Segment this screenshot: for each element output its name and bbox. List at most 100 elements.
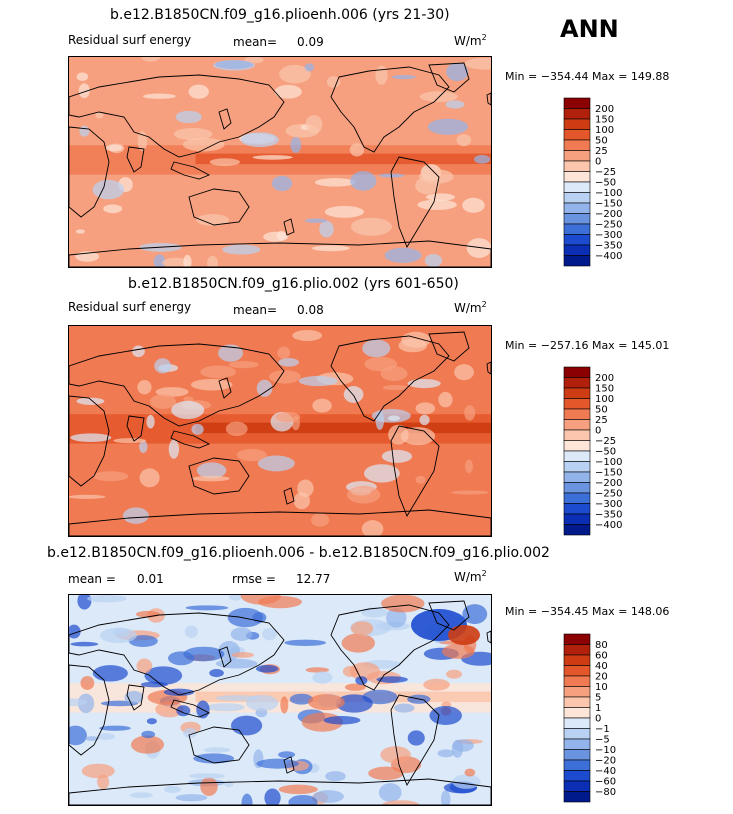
colorbar-tick-label: −25 <box>595 436 616 447</box>
colorbar-tick-label: −100 <box>595 457 622 468</box>
colorbar-tick-label: 100 <box>595 394 614 405</box>
colorbar-swatch <box>563 429 591 441</box>
colorbar-tick-label: −300 <box>595 499 622 510</box>
colorbar-tick-label: 150 <box>595 384 614 395</box>
colorbar-tick-label: 25 <box>595 146 608 157</box>
panel-2-map <box>68 325 492 537</box>
panel-3-map <box>68 594 492 806</box>
colorbar-tick-label: −150 <box>595 199 622 210</box>
colorbar-tick-label: −60 <box>595 777 616 788</box>
colorbar-swatch <box>563 482 591 494</box>
colorbar-swatch <box>563 181 591 193</box>
panel-2-title: b.e12.B1850CN.f09_g16.plio.002 (yrs 601-… <box>128 276 459 292</box>
colorbar-tick-label: 200 <box>595 104 614 115</box>
colorbar-tick-label: 150 <box>595 115 614 126</box>
colorbar-swatch <box>563 759 591 771</box>
continent-outlines <box>69 331 491 536</box>
colorbar-tick-label: −400 <box>595 520 622 531</box>
colorbar-tick-label: 50 <box>595 136 608 147</box>
map-field <box>69 326 491 536</box>
panel-3-mean: 0.01 <box>137 572 164 586</box>
colorbar-swatch <box>563 717 591 729</box>
colorbar-tick-label: −250 <box>595 489 622 500</box>
colorbar-swatch <box>563 223 591 235</box>
colorbar-tick-label: −400 <box>595 251 622 262</box>
colorbar-swatch <box>563 503 591 515</box>
colorbar-tick-label: 0 <box>595 714 601 725</box>
season-label: ANN <box>560 15 619 43</box>
colorbar-tick-label: 25 <box>595 415 608 426</box>
panel-1-map <box>68 56 492 268</box>
colorbar-tick-label: 200 <box>595 373 614 384</box>
colorbar-swatch <box>563 160 591 172</box>
panel-2-mean-label: mean= <box>233 303 278 317</box>
colorbar-tick-label: −200 <box>595 209 622 220</box>
colorbar-tick-label: −25 <box>595 167 616 178</box>
panel-1-units: W/m2 <box>454 33 487 48</box>
colorbar-swatch <box>563 192 591 204</box>
colorbar-tick-label: −1 <box>595 724 610 735</box>
panel-1-mean-label: mean= <box>233 35 278 49</box>
panel-2-minmax: Min = −257.16 Max = 145.01 <box>505 339 670 352</box>
colorbar-swatch <box>563 675 591 687</box>
continent-outlines <box>69 62 491 267</box>
colorbar-tick-label: −350 <box>595 510 622 521</box>
colorbar-swatch <box>563 108 591 120</box>
colorbar-tick-label: 50 <box>595 405 608 416</box>
colorbar-swatch <box>563 387 591 399</box>
colorbar-swatch <box>563 749 591 761</box>
panel-3-title: b.e12.B1850CN.f09_g16.plioenh.006 - b.e1… <box>47 545 550 561</box>
colorbar-swatch <box>563 770 591 782</box>
colorbar-tick-label: −10 <box>595 745 616 756</box>
colorbar-swatch <box>563 419 591 431</box>
panel-2-units: W/m2 <box>454 300 487 315</box>
colorbar-swatch <box>563 171 591 183</box>
colorbar-swatch <box>563 202 591 214</box>
colorbar-swatch <box>563 398 591 410</box>
panel-2-colorbar: 20015010050250−25−50−100−150−200−250−300… <box>563 366 622 536</box>
panel-3-units: W/m2 <box>454 569 487 584</box>
panel-1-title: b.e12.B1850CN.f09_g16.plioenh.006 (yrs 2… <box>110 7 450 23</box>
colorbar-tick-label: 100 <box>595 125 614 136</box>
map-field <box>69 595 491 805</box>
colorbar-tick-label: 5 <box>595 693 601 704</box>
panel-2-mean: 0.08 <box>297 303 324 317</box>
colorbar-tick-label: 0 <box>595 426 601 437</box>
colorbar-swatch <box>563 234 591 246</box>
colorbar-tick-label: −150 <box>595 468 622 479</box>
colorbar-swatch <box>563 633 591 645</box>
colorbar-swatch <box>563 780 591 792</box>
colorbar-swatch <box>563 696 591 708</box>
colorbar-tick-label: −100 <box>595 188 622 199</box>
colorbar-swatch <box>563 129 591 141</box>
colorbar-tick-label: −50 <box>595 447 616 458</box>
panel-1-field: Residual surf energy <box>68 33 192 47</box>
colorbar-swatch <box>563 665 591 677</box>
colorbar-tick-label: 0 <box>595 157 601 168</box>
panel-3-minmax: Min = −354.45 Max = 148.06 <box>505 605 670 618</box>
colorbar-tick-label: 10 <box>595 682 608 693</box>
colorbar-tick-label: 80 <box>595 640 608 651</box>
colorbar-tick-label: −80 <box>595 787 616 798</box>
colorbar-tick-label: −40 <box>595 766 616 777</box>
colorbar-swatch <box>563 213 591 225</box>
colorbar-tick-label: 1 <box>595 703 601 714</box>
colorbar-tick-label: −20 <box>595 756 616 767</box>
colorbar-swatch <box>563 707 591 719</box>
panel-2-field: Residual surf energy <box>68 300 192 314</box>
colorbar-tick-label: 40 <box>595 661 608 672</box>
colorbar-swatch <box>563 440 591 452</box>
colorbar-swatch <box>563 728 591 740</box>
colorbar-tick-label: 20 <box>595 672 608 683</box>
panel-3-rmse: 12.77 <box>296 572 331 586</box>
continent-outlines <box>69 600 491 805</box>
colorbar-swatch <box>563 408 591 420</box>
colorbar-swatch <box>563 791 591 803</box>
colorbar-tick-label: −250 <box>595 220 622 231</box>
colorbar-tick-label: −5 <box>595 735 610 746</box>
colorbar-swatch <box>563 244 591 256</box>
colorbar-swatch <box>563 450 591 462</box>
panel-1-minmax: Min = −354.44 Max = 149.88 <box>505 70 670 83</box>
colorbar-swatch <box>563 686 591 698</box>
